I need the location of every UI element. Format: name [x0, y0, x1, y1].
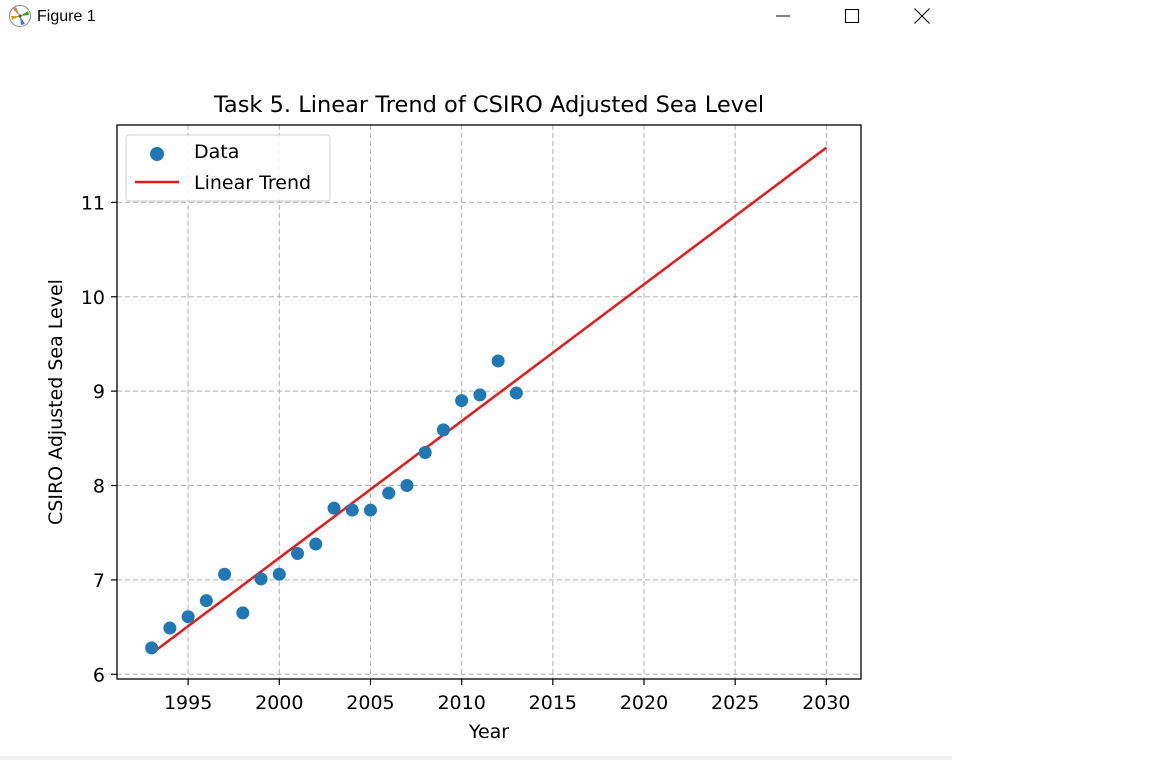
- data-point: [291, 546, 305, 560]
- legend-marker-data: [150, 147, 164, 161]
- data-point: [382, 486, 396, 500]
- legend-label-data: Data: [194, 141, 239, 163]
- data-point: [473, 388, 487, 402]
- data-point: [363, 503, 377, 517]
- data-point: [327, 501, 341, 515]
- x-tick-label: 2020: [620, 692, 668, 714]
- x-tick-label: 2000: [255, 692, 303, 714]
- data-point: [491, 354, 505, 368]
- data-point: [309, 537, 323, 551]
- close-icon: [914, 8, 930, 24]
- x-tick-label: 2010: [437, 692, 485, 714]
- data-point: [400, 479, 414, 493]
- x-axis-label: Year: [468, 721, 509, 743]
- data-point: [272, 567, 286, 581]
- data-point: [455, 394, 469, 408]
- linear-trend-line: [150, 146, 828, 655]
- data-point: [345, 503, 359, 517]
- y-axis-label: CSIRO Adjusted Sea Level: [45, 279, 67, 525]
- chart-title: Task 5. Linear Trend of CSIRO Adjusted S…: [213, 92, 764, 118]
- x-tick-label: 1995: [164, 692, 212, 714]
- window-title: Figure 1: [37, 8, 96, 25]
- scatter-chart: 1995 2000 2005 2010 2015 2020 2025 2030 6 7 8 9 10 11…: [45, 92, 862, 743]
- desktop-background: [952, 0, 1152, 760]
- data-point: [509, 386, 523, 400]
- x-tick-label: 2015: [529, 692, 577, 714]
- data-point: [199, 594, 213, 608]
- close-button[interactable]: [899, 0, 945, 32]
- maximize-icon: [845, 9, 859, 23]
- y-tick-label: 11: [81, 192, 105, 214]
- scatter-points: [145, 354, 523, 655]
- minimize-icon: [776, 15, 790, 17]
- window-titlebar: Figure 1: [0, 0, 952, 34]
- y-tick-label: 7: [93, 570, 105, 592]
- data-point: [254, 572, 268, 586]
- data-point: [181, 610, 195, 624]
- data-point: [236, 606, 250, 620]
- data-point: [418, 445, 432, 459]
- y-tick-label: 8: [93, 476, 105, 498]
- x-tick-label: 2005: [346, 692, 394, 714]
- minimize-button[interactable]: [760, 0, 806, 32]
- y-tick-label: 6: [93, 664, 105, 686]
- trend-line-layer: [150, 146, 828, 655]
- y-tick-label: 10: [81, 287, 105, 309]
- data-point: [436, 423, 450, 437]
- data-point: [218, 567, 232, 581]
- matplotlib-logo-icon: [9, 5, 31, 27]
- y-tick-label: 9: [93, 381, 105, 403]
- axis-ticks: 1995 2000 2005 2010 2015 2020 2025 2030 6 7 8 9 10 11: [81, 192, 851, 714]
- legend: Data Linear Trend: [125, 134, 331, 202]
- window-bottom-border: [0, 756, 952, 760]
- x-tick-label: 2025: [711, 692, 759, 714]
- legend-label-trend: Linear Trend: [194, 172, 311, 194]
- data-point: [145, 641, 159, 655]
- x-tick-label: 2030: [802, 692, 850, 714]
- legend-box: [125, 134, 331, 202]
- plot-frame: [116, 124, 862, 680]
- figure-canvas: 1995 2000 2005 2010 2015 2020 2025 2030 6 7 8 9 10 11…: [0, 34, 952, 756]
- maximize-button[interactable]: [829, 0, 875, 32]
- data-point: [163, 621, 177, 635]
